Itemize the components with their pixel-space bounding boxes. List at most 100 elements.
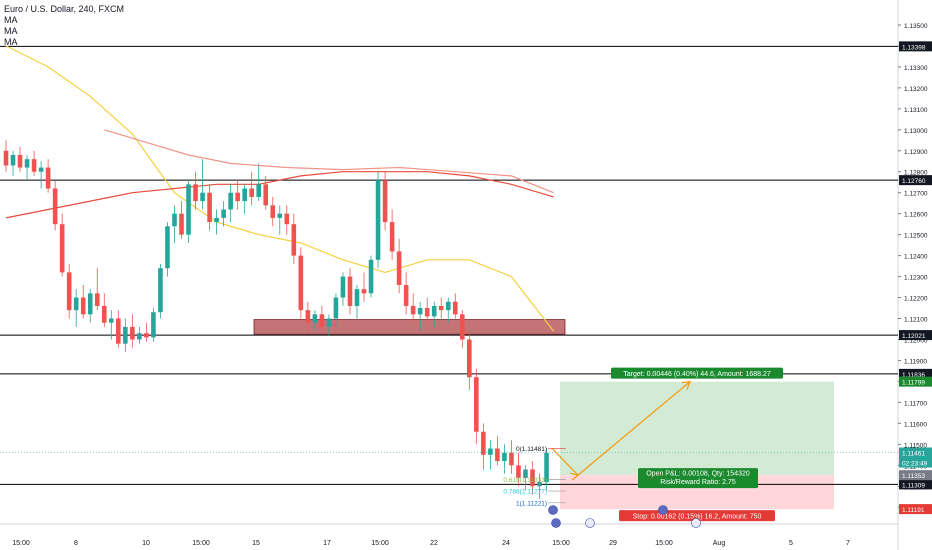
event-marker-icon — [551, 518, 561, 528]
candle-body — [326, 318, 332, 327]
y-tick-label: 1.12200 — [904, 296, 928, 303]
x-tick-label: Aug — [713, 540, 726, 547]
candle-body — [298, 255, 304, 311]
candle-body — [502, 452, 507, 462]
price-tag-label: 1.11461 — [902, 451, 925, 458]
y-tick-label: 1.13200 — [904, 86, 928, 93]
ma-slow2-line — [104, 129, 554, 194]
candle-body — [193, 184, 198, 202]
candle-body — [137, 333, 142, 340]
candle-body — [424, 308, 430, 317]
candle-body — [495, 448, 500, 462]
ma-label-1[interactable]: MA — [4, 15, 18, 25]
y-tick-label: 1.12500 — [904, 233, 928, 240]
y-tick-label: 1.13500 — [904, 23, 928, 30]
candle-body — [445, 301, 451, 311]
y-tick-label: 1.12000 — [904, 337, 928, 344]
candle-body — [509, 452, 514, 466]
y-tick-label: 1.11900 — [904, 358, 927, 365]
level-tag-bg — [899, 479, 932, 490]
candle-body — [214, 217, 219, 223]
stop-label: Stop: 0.00162 (0.15%) 16.2, Amount: 750 — [633, 514, 762, 521]
candle-body — [165, 226, 170, 269]
price-tag-label: 1.11191 — [902, 507, 925, 514]
candle-body — [277, 213, 283, 218]
candle-body — [438, 305, 444, 311]
candle-body — [452, 301, 458, 315]
x-tick-label: 7 — [846, 540, 850, 547]
candle-body — [544, 452, 549, 483]
level-tag-label: 1.13398 — [902, 44, 926, 51]
candle-body — [116, 318, 121, 344]
candle-body — [375, 180, 381, 260]
candle-body — [45, 167, 51, 189]
candle-body — [249, 188, 254, 197]
level-tag-label: 1.11309 — [902, 482, 925, 489]
x-tick-label: 15:00 — [552, 540, 570, 547]
price-tag-label: 02:23:49 — [902, 461, 928, 468]
candle-body — [263, 184, 269, 206]
level-tag-label: 1.12760 — [902, 178, 926, 185]
level-tag-label: 1.12021 — [902, 333, 926, 340]
candle-body — [66, 272, 72, 311]
candle-body — [151, 312, 156, 338]
event-marker-icon — [658, 505, 668, 515]
candle-body — [87, 293, 93, 315]
ma-fast-line — [5, 45, 555, 332]
candle-body — [80, 297, 86, 315]
price-tag-bg — [899, 470, 932, 481]
candle-body — [73, 297, 79, 311]
candle-body — [382, 180, 388, 223]
candle-body — [354, 289, 360, 306]
candle-body — [130, 326, 135, 340]
event-marker-icon — [548, 505, 558, 515]
x-tick-label: 15:00 — [192, 540, 210, 547]
symbol-title[interactable]: Euro / U.S. Dollar, 240, FXCM — [4, 4, 125, 14]
x-tick-label: 24 — [502, 540, 510, 547]
price-tag-bg — [899, 376, 932, 387]
candle-body — [312, 314, 318, 323]
y-tick-label: 1.12800 — [904, 170, 928, 177]
y-tick-label: 1.13100 — [904, 107, 928, 114]
ma-label-2[interactable]: MA — [4, 26, 18, 36]
candle-body — [270, 205, 276, 218]
level-tag-label: 1.11836 — [902, 372, 925, 379]
candle-body — [101, 305, 107, 323]
level-tag-bg — [899, 368, 932, 379]
price-tag-bg — [899, 457, 932, 468]
ma-slow-line — [5, 171, 554, 219]
candle-body — [24, 159, 30, 168]
x-tick-label: 29 — [609, 540, 617, 547]
ma-label-3[interactable]: MA — [4, 37, 18, 47]
y-tick-label: 1.11700 — [904, 400, 927, 407]
y-tick-label: 1.12900 — [904, 149, 928, 156]
candle-body — [403, 284, 409, 306]
candle-body — [109, 318, 114, 323]
candle-body — [38, 167, 44, 172]
y-tick-label: 1.12600 — [904, 212, 928, 219]
price-tag-bg — [899, 504, 932, 515]
y-tick-label: 1.11500 — [904, 442, 927, 449]
fib-label: 0.618(1.11333) — [503, 477, 547, 484]
x-tick-label: 17 — [323, 540, 331, 547]
candle-body — [207, 192, 212, 223]
candle-body — [10, 154, 16, 166]
x-tick-label: 15 — [252, 540, 260, 547]
y-tick-label: 1.12300 — [904, 275, 928, 282]
legend: Euro / U.S. Dollar, 240, FXCM MA MA MA — [4, 4, 124, 48]
candle-body — [396, 251, 402, 285]
candle-body — [186, 184, 191, 235]
price-tag-label: 1.11799 — [902, 380, 925, 387]
target-label-bg — [611, 367, 783, 379]
candle-body — [305, 310, 311, 323]
candle-body — [17, 154, 23, 168]
candle-body — [31, 159, 37, 172]
price-tag-bg — [899, 447, 932, 458]
fib-label: 0(1.11481) — [516, 446, 547, 453]
candle-body — [221, 209, 226, 218]
candle-body — [467, 339, 472, 378]
candle-body — [94, 293, 100, 306]
candle-body — [474, 377, 479, 432]
candle-body — [291, 224, 297, 256]
